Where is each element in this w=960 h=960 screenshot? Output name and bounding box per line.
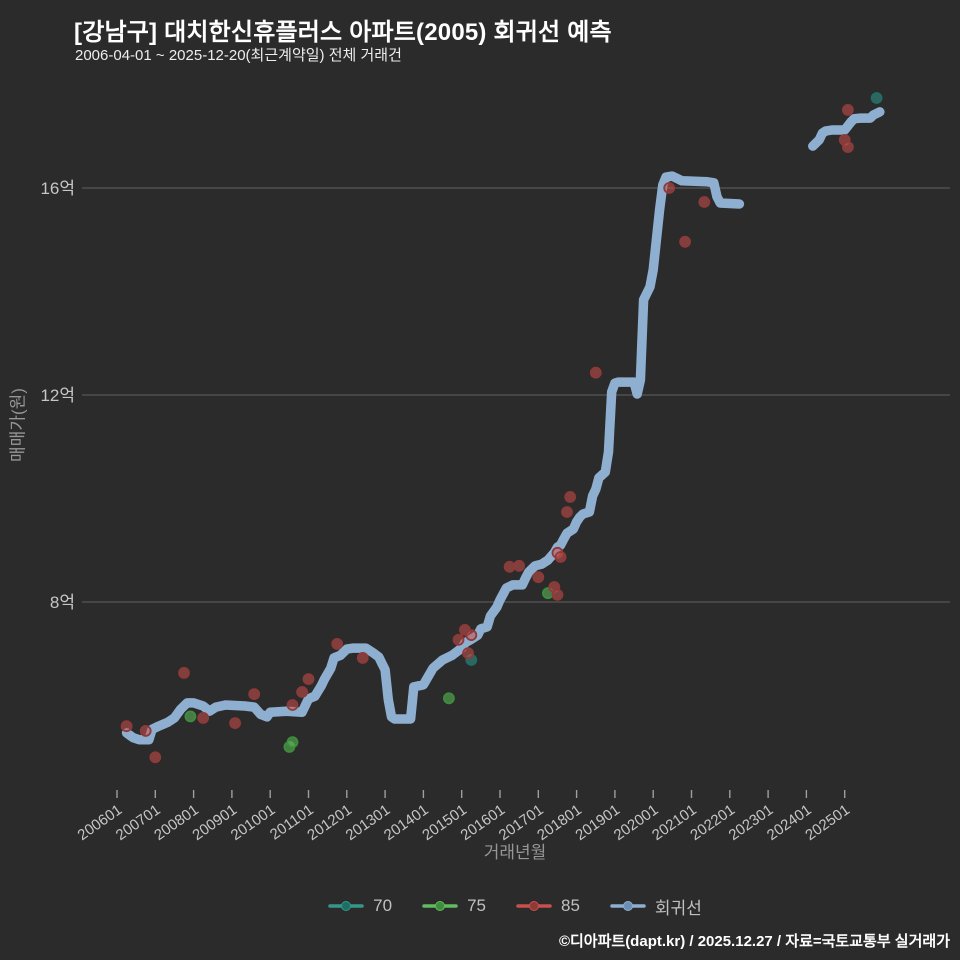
data-point: [503, 560, 516, 573]
data-point: [842, 104, 854, 116]
legend-marker-icon: [328, 901, 364, 911]
data-point: [286, 736, 299, 749]
chart-title: [강남구] 대치한신휴플러스 아파트(2005) 회귀선 예측: [74, 19, 612, 46]
legend-item-85: 85: [516, 896, 580, 916]
data-point: [532, 571, 545, 584]
data-point: [465, 629, 478, 641]
regression-line: [121, 107, 885, 745]
x-axis-title: 거래년월: [483, 843, 547, 862]
data-point: [589, 366, 602, 379]
x-axis-ticks: 2006012007012008012009012010012011012012…: [75, 790, 853, 844]
data-point: [120, 720, 133, 733]
data-point: [139, 725, 152, 737]
data-point: [302, 673, 315, 685]
footer-credit: ©디아파트(dapt.kr) / 2025.12.27 / 자료=국토교통부 실…: [558, 933, 950, 950]
scatter-series-85: [120, 104, 854, 764]
data-point: [679, 235, 691, 248]
legend-marker-icon: [516, 901, 552, 911]
data-point: [296, 686, 309, 698]
data-point: [842, 141, 854, 154]
data-point: [551, 588, 564, 601]
legend-label: 70: [373, 896, 393, 915]
legend-marker-icon: [422, 901, 458, 911]
y-tick-label: 12억: [40, 386, 75, 405]
data-point: [513, 559, 525, 572]
data-point: [561, 506, 573, 518]
data-point: [870, 92, 883, 104]
regression-line-segment: [808, 107, 885, 151]
legend-label: 75: [467, 896, 486, 915]
scatter-series-75: [184, 587, 554, 753]
legend-item-회귀선: 회귀선: [610, 894, 702, 919]
legend-marker-icon: [610, 901, 646, 911]
data-point: [554, 551, 567, 563]
regression-line-segment: [121, 171, 745, 745]
data-point: [248, 688, 261, 700]
data-point: [229, 717, 242, 729]
y-tick-label: 16억: [40, 179, 75, 198]
scatter-series-70: [465, 92, 883, 666]
data-point: [663, 182, 676, 194]
chart-subtitle: 2006-04-01 ~ 2025-12-20(최근계약일) 전체 거래건: [75, 47, 402, 64]
data-point: [564, 490, 577, 503]
data-point: [178, 667, 190, 679]
legend-label: 회귀선: [654, 898, 702, 918]
data-point: [149, 751, 162, 764]
data-point: [462, 647, 475, 660]
data-point: [286, 699, 299, 711]
legend: 70 75 85 회귀선: [80, 890, 950, 922]
legend-item-70: 70: [328, 896, 392, 916]
data-point: [356, 652, 369, 664]
data-point: [197, 712, 210, 724]
data-point: [442, 692, 455, 705]
y-axis-title: 매매가(원): [8, 388, 28, 462]
y-tick-label: 8억: [50, 593, 75, 612]
data-point: [331, 638, 344, 650]
data-point: [452, 633, 465, 646]
data-point: [184, 710, 197, 723]
y-gridlines: 8억 12억 16억: [40, 179, 950, 612]
legend-item-75: 75: [422, 896, 486, 916]
legend-label: 85: [561, 896, 580, 915]
data-point: [698, 196, 711, 208]
